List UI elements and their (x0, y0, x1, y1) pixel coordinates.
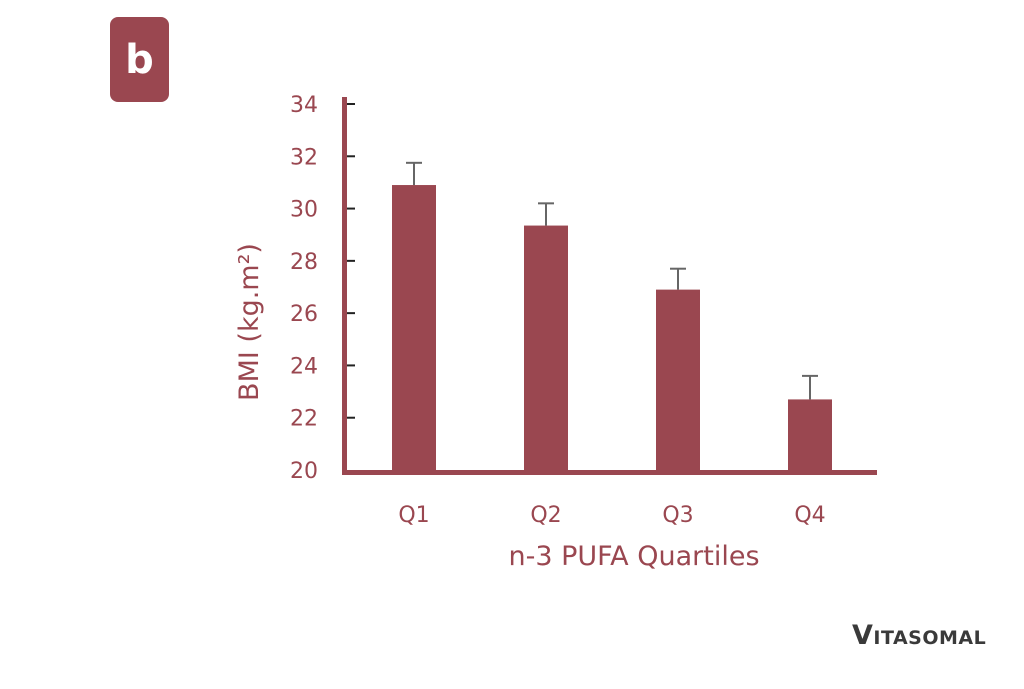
y-axis-line (342, 97, 347, 475)
y-tick-label: 30 (290, 198, 318, 223)
x-axis-line (342, 470, 877, 475)
bar-q2 (524, 225, 568, 470)
y-tick-label: 26 (290, 302, 318, 327)
y-tick-label: 24 (290, 354, 318, 379)
x-tick-label: Q3 (662, 503, 693, 528)
y-tick-label: 34 (290, 93, 318, 118)
y-tick-label: 32 (290, 145, 318, 170)
x-tick-label: Q2 (530, 503, 561, 528)
x-tick-label: Q1 (398, 503, 429, 528)
x-axis-title: n-3 PUFA Quartiles (508, 541, 759, 572)
y-tick-label: 28 (290, 250, 318, 275)
x-tick-label: Q4 (794, 503, 825, 528)
bar-q1 (392, 185, 436, 471)
y-tick-label: 20 (290, 459, 318, 484)
y-axis-title: BMI (kg.m²) (234, 243, 265, 401)
vitasomal-logo: VITASOMAL (852, 620, 987, 651)
bar-q3 (656, 289, 700, 470)
bar-q4 (788, 399, 832, 470)
y-tick-label: 22 (290, 407, 318, 432)
panel-label-badge: b (110, 17, 169, 102)
